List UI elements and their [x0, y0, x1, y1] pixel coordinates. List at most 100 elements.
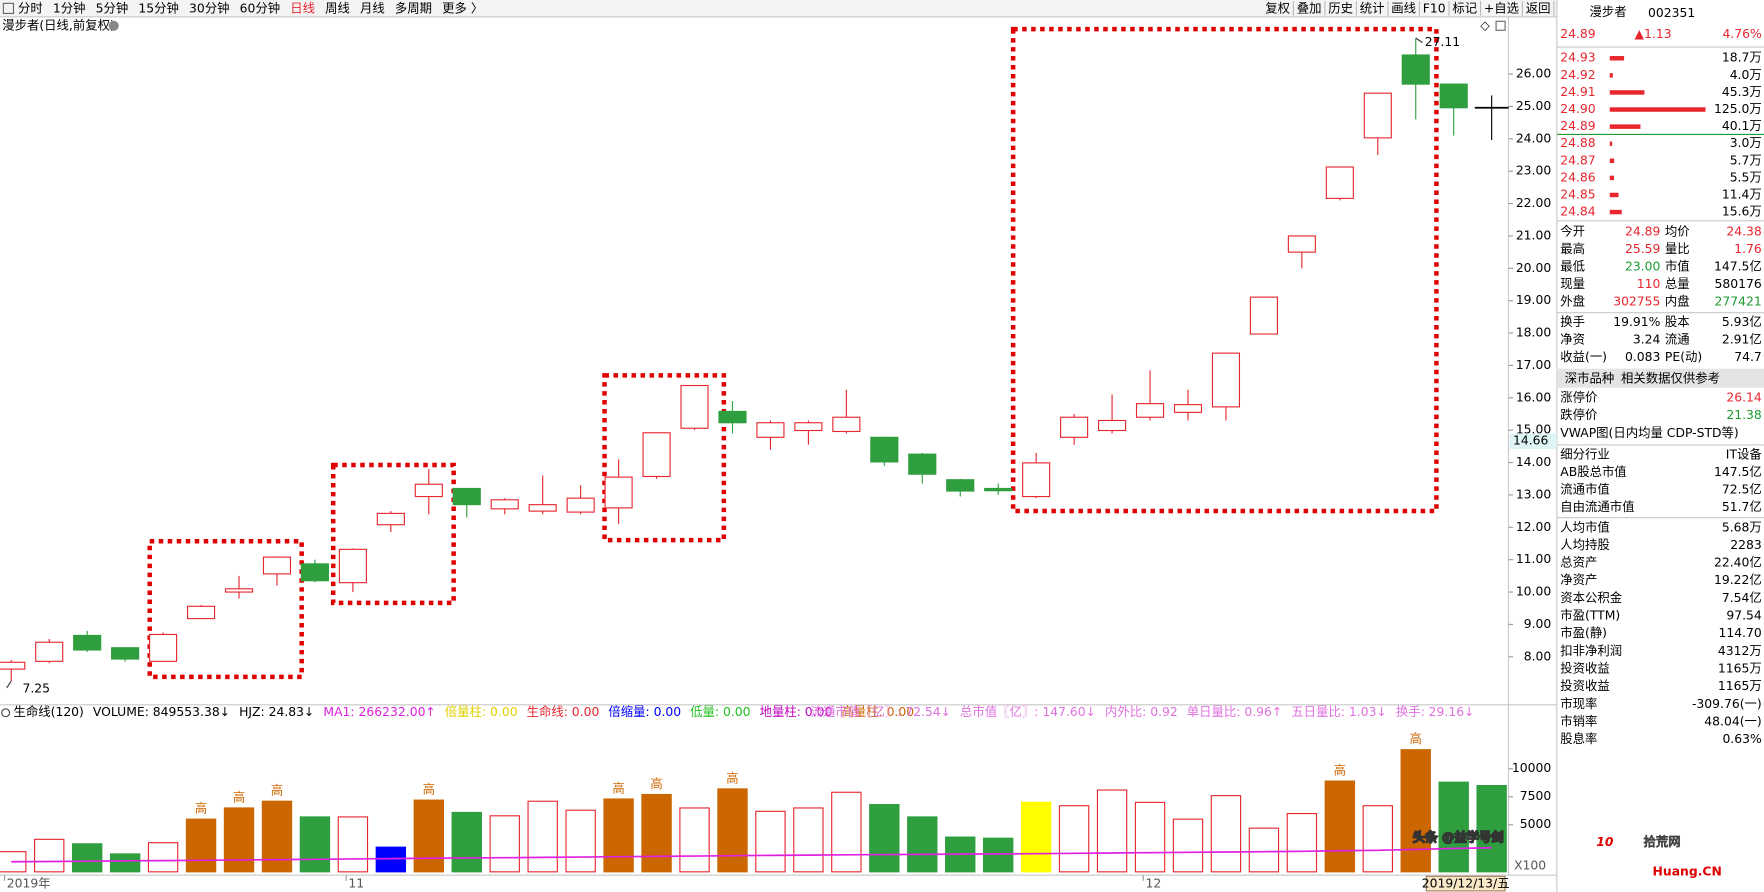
title-icon[interactable]: [108, 20, 119, 31]
indicator: 倍缩量: 0.00: [608, 704, 681, 719]
toolbar-item[interactable]: 月线: [360, 1, 385, 15]
y-tick-label: 7500: [1520, 789, 1552, 803]
section-header: 相关数据仅供参考: [1621, 370, 1720, 385]
cursor-date-bg: [1425, 875, 1506, 892]
stat-label: 量比: [1665, 242, 1690, 256]
book-bar: [1609, 141, 1613, 146]
cursor-price: 14.66: [1513, 434, 1549, 448]
stat-value: 1.76: [1734, 242, 1762, 256]
volume-bar: [1210, 795, 1242, 873]
stat-value: 114.70: [1718, 626, 1761, 640]
chart-icon[interactable]: ◇: [1480, 18, 1490, 32]
book-volume: 45.3万: [1722, 85, 1762, 99]
candle-body: [338, 548, 367, 584]
candle-body: [794, 422, 823, 432]
toolbar-button[interactable]: 画线: [1391, 1, 1416, 15]
volume-bar: [451, 811, 482, 873]
book-volume: 40.1万: [1722, 119, 1762, 133]
candle-body: [946, 479, 975, 492]
chart-title: 漫步者(日线,前复权): [2, 17, 115, 32]
stock-name: 漫步者: [1590, 5, 1627, 19]
book-bar: [1609, 90, 1645, 95]
toolbar-button[interactable]: 复权: [1265, 0, 1290, 15]
volume-bar: [907, 816, 938, 873]
highlight-box: [1010, 26, 1439, 514]
book-volume: 5.5万: [1730, 170, 1762, 184]
stat-value: 1165万: [1718, 662, 1762, 676]
indicator-icon[interactable]: [1, 708, 11, 718]
y-tick-label: 5000: [1520, 817, 1552, 831]
toolbar-button[interactable]: F10: [1423, 1, 1446, 15]
stat-label: VWAP图(日内均量 CDP-STD等): [1560, 425, 1739, 440]
toolbar-item[interactable]: 日线: [290, 1, 315, 15]
y-tick-label: 23.00: [1516, 164, 1552, 178]
x-tick-label: 12: [1146, 877, 1162, 891]
toolbar-button[interactable]: 叠加: [1297, 1, 1322, 15]
stat-value: -309.76(一): [1692, 697, 1762, 711]
toolbar-button[interactable]: 标记: [1452, 1, 1477, 15]
book-bar: [1609, 107, 1706, 112]
candle-body: [490, 499, 519, 510]
y-tick-label: 11.00: [1516, 552, 1552, 566]
book-volume: 125.0万: [1714, 102, 1762, 116]
candle-body: [528, 504, 557, 512]
volume-bar: [1362, 805, 1393, 873]
stock-change: ▲1.13: [1635, 27, 1672, 41]
indicator: 地量柱: 0.00: [760, 704, 833, 719]
toolbar-button[interactable]: 历史: [1328, 1, 1353, 15]
stat-label: 市现率: [1560, 696, 1597, 711]
book-bar: [1609, 124, 1641, 129]
volume-bar: [1020, 801, 1052, 873]
annotation: 7.25: [23, 681, 51, 695]
stock-pct: 4.76%: [1722, 27, 1762, 41]
stat-value: 5.93亿: [1722, 314, 1762, 329]
toolbar-item[interactable]: 分时: [18, 1, 43, 15]
book-volume: 18.7万: [1722, 51, 1762, 65]
cursor-price-bg: [1509, 433, 1557, 450]
stat-value: 25.59: [1625, 242, 1660, 256]
cursor-date: 2019/12/13/五: [1422, 877, 1510, 891]
stat-label: AB股总市值: [1560, 464, 1626, 479]
toolbar-item[interactable]: 15分钟: [138, 0, 178, 15]
highlight-box: [147, 539, 304, 680]
toolbar-button[interactable]: 统计: [1360, 1, 1385, 15]
candle-body: [642, 432, 671, 478]
toolbar-item[interactable]: 多周期: [395, 1, 432, 15]
toolbar-item[interactable]: 1分钟: [53, 0, 86, 15]
toolbar-item[interactable]: 5分钟: [96, 0, 129, 15]
toolbar-item[interactable]: 更多 〉: [442, 1, 483, 15]
annotation: 27.11: [1425, 35, 1460, 49]
candle-body: [414, 483, 443, 498]
book-price: 24.89: [1560, 119, 1595, 133]
stat-label: 现量: [1560, 277, 1585, 291]
volume-bar: [185, 818, 217, 873]
candle-body: [376, 512, 405, 526]
stat-value: 24.89: [1625, 224, 1660, 238]
toolbar-icon[interactable]: [2, 2, 15, 15]
volume-bar: [1400, 749, 1431, 873]
y-tick-label: 24.00: [1516, 131, 1552, 145]
toolbar-item[interactable]: 30分钟: [189, 0, 229, 15]
volume-bar: [71, 843, 103, 873]
candle-body: [1135, 403, 1165, 418]
book-price: 24.88: [1560, 136, 1596, 150]
toolbar-item[interactable]: 60分钟: [240, 0, 280, 15]
stat-value: 277421: [1715, 294, 1762, 308]
toolbar-item[interactable]: 周线: [325, 1, 350, 15]
volume-bar: [337, 816, 369, 873]
toolbar-button[interactable]: 返回: [1526, 1, 1551, 15]
indicator: VOLUME: 849553.38↓: [93, 705, 230, 719]
volume-bar: [109, 853, 141, 873]
stat-label: 扣非净利润: [1560, 644, 1622, 658]
y-tick-label: 15.00: [1516, 423, 1552, 437]
y-tick-label: 10.00: [1516, 585, 1552, 599]
chart-icon[interactable]: [1495, 20, 1506, 31]
y-tick-label: 9.00: [1524, 617, 1552, 631]
stat-label: 净资产: [1560, 573, 1597, 587]
candle-body: [1325, 166, 1354, 199]
volume-label: 高: [195, 801, 207, 816]
volume-bar: [489, 815, 520, 873]
candle-body: [908, 453, 937, 475]
toolbar-button[interactable]: +自选: [1484, 1, 1519, 15]
